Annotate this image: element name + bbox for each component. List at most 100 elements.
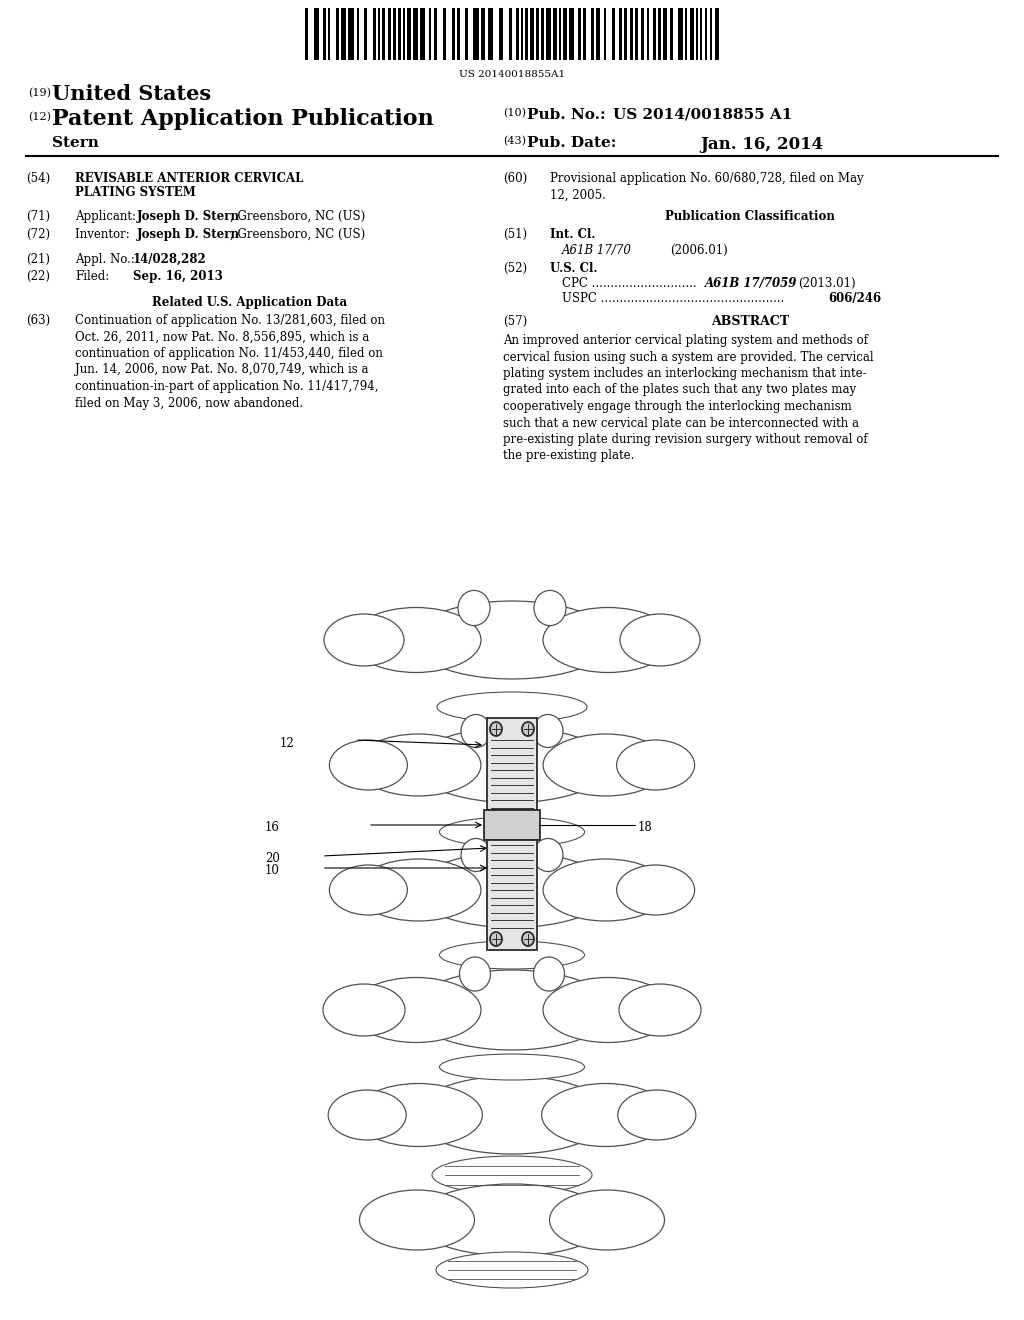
Ellipse shape: [356, 734, 481, 796]
Bar: [530, 8, 534, 59]
Ellipse shape: [330, 865, 408, 915]
Text: Continuation of application No. 13/281,603, filed on
Oct. 26, 2011, now Pat. No.: Continuation of application No. 13/281,6…: [75, 314, 385, 409]
Bar: [305, 8, 308, 59]
Text: (72): (72): [26, 228, 50, 242]
Bar: [700, 8, 702, 59]
Text: (63): (63): [26, 314, 50, 327]
Text: Appl. No.:: Appl. No.:: [75, 253, 135, 267]
Text: (51): (51): [503, 228, 527, 242]
Bar: [546, 8, 551, 59]
Ellipse shape: [432, 1156, 592, 1195]
Text: Jan. 16, 2014: Jan. 16, 2014: [700, 136, 823, 153]
Ellipse shape: [439, 1053, 585, 1080]
Text: (22): (22): [26, 271, 50, 282]
Bar: [328, 8, 330, 59]
Text: , Greensboro, NC (US): , Greensboro, NC (US): [230, 210, 366, 223]
Ellipse shape: [439, 941, 585, 969]
Bar: [596, 8, 600, 59]
Ellipse shape: [458, 590, 490, 626]
Bar: [413, 8, 418, 59]
Text: (2006.01): (2006.01): [670, 244, 728, 257]
Bar: [624, 8, 627, 59]
Bar: [373, 8, 376, 59]
Text: Joseph D. Stern: Joseph D. Stern: [137, 210, 240, 223]
Bar: [641, 8, 644, 59]
Ellipse shape: [436, 1251, 588, 1288]
Bar: [563, 8, 567, 59]
Text: (60): (60): [503, 172, 527, 185]
Bar: [516, 8, 519, 59]
Bar: [710, 8, 712, 59]
Text: Related U.S. Application Data: Related U.S. Application Data: [153, 296, 347, 309]
Text: 18: 18: [638, 821, 652, 834]
Bar: [434, 8, 437, 59]
Bar: [314, 8, 319, 59]
Bar: [635, 8, 638, 59]
Ellipse shape: [351, 978, 481, 1043]
Text: (43): (43): [503, 136, 526, 147]
Ellipse shape: [543, 607, 673, 672]
Ellipse shape: [415, 727, 609, 803]
Ellipse shape: [542, 1084, 670, 1147]
Bar: [553, 8, 557, 59]
Bar: [499, 8, 503, 59]
Text: , Greensboro, NC (US): , Greensboro, NC (US): [230, 228, 366, 242]
Text: Inventor:: Inventor:: [75, 228, 137, 242]
Bar: [647, 8, 649, 59]
Bar: [341, 8, 346, 59]
Ellipse shape: [461, 714, 490, 747]
Ellipse shape: [324, 614, 404, 667]
Bar: [509, 8, 512, 59]
Ellipse shape: [543, 859, 668, 921]
Text: 16: 16: [265, 821, 280, 834]
Bar: [452, 8, 455, 59]
Bar: [618, 8, 622, 59]
Bar: [336, 8, 339, 59]
Text: (2013.01): (2013.01): [798, 277, 856, 290]
Ellipse shape: [437, 692, 587, 722]
Text: ABSTRACT: ABSTRACT: [711, 315, 790, 327]
Text: (54): (54): [26, 172, 50, 185]
Ellipse shape: [534, 590, 566, 626]
Text: Publication Classification: Publication Classification: [665, 210, 835, 223]
Bar: [541, 8, 544, 59]
Ellipse shape: [543, 978, 673, 1043]
Text: Sep. 16, 2013: Sep. 16, 2013: [133, 271, 223, 282]
Bar: [481, 8, 485, 59]
Ellipse shape: [534, 714, 563, 747]
Text: 20: 20: [265, 851, 280, 865]
Text: A61B 17/70: A61B 17/70: [562, 244, 632, 257]
Bar: [653, 8, 656, 59]
Ellipse shape: [616, 741, 694, 789]
Ellipse shape: [439, 817, 585, 847]
Bar: [578, 8, 581, 59]
Bar: [323, 8, 326, 59]
Ellipse shape: [412, 970, 612, 1049]
Bar: [388, 8, 391, 59]
Bar: [696, 8, 698, 59]
Bar: [705, 8, 707, 59]
Text: (52): (52): [503, 261, 527, 275]
Text: PLATING SYSTEM: PLATING SYSTEM: [75, 186, 196, 199]
Bar: [591, 8, 594, 59]
Bar: [398, 8, 401, 59]
Text: CPC ............................: CPC ............................: [562, 277, 696, 290]
Bar: [382, 8, 385, 59]
Ellipse shape: [460, 957, 490, 991]
Ellipse shape: [415, 1076, 609, 1154]
Ellipse shape: [543, 734, 668, 796]
Bar: [715, 8, 719, 59]
Text: US 2014/0018855 A1: US 2014/0018855 A1: [613, 108, 793, 121]
Bar: [658, 8, 662, 59]
Bar: [536, 8, 539, 59]
Ellipse shape: [412, 601, 612, 678]
Text: 14/028,282: 14/028,282: [133, 253, 207, 267]
Ellipse shape: [359, 1191, 474, 1250]
Bar: [678, 8, 683, 59]
Ellipse shape: [415, 853, 609, 928]
Ellipse shape: [617, 1090, 695, 1140]
Ellipse shape: [618, 983, 701, 1036]
Ellipse shape: [534, 838, 563, 871]
Bar: [378, 8, 380, 59]
Bar: [348, 8, 354, 59]
